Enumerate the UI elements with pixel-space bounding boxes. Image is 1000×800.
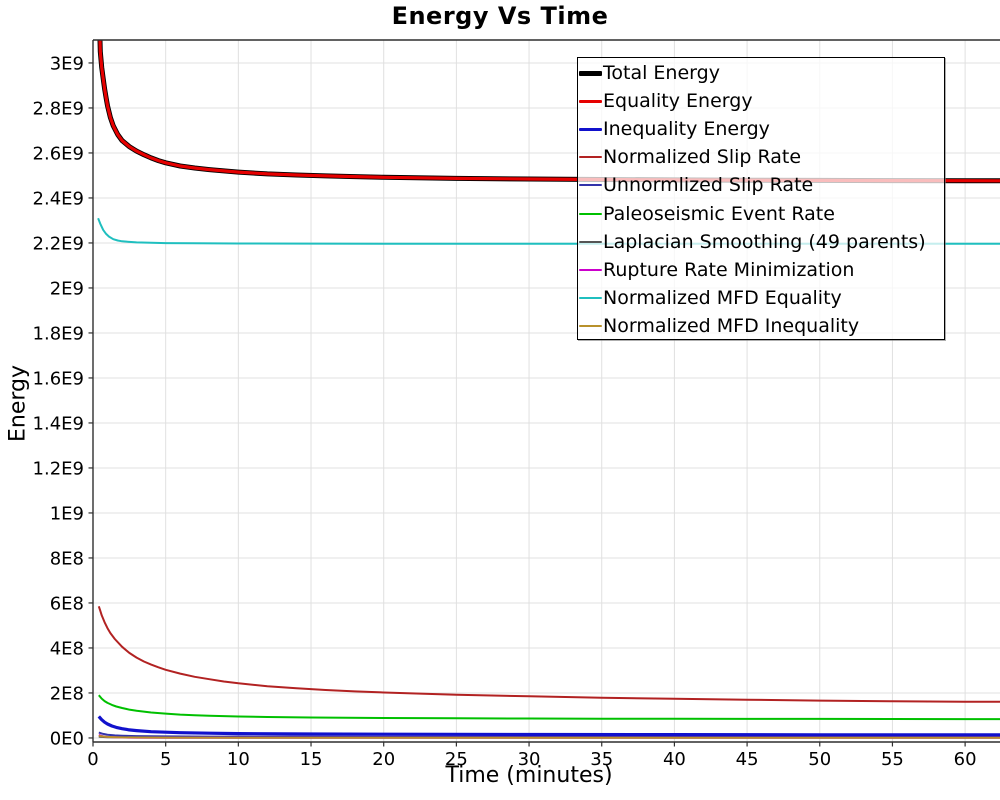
y-tick-label: 1.4E9 — [33, 413, 84, 434]
legend-label: Unnormlized Slip Rate — [603, 174, 814, 197]
legend-item: Normalized MFD Equality — [579, 284, 944, 312]
y-tick-label: 2.6E9 — [33, 143, 84, 164]
legend-label: Normalized MFD Equality — [603, 286, 842, 309]
x-tick-label: 20 — [372, 749, 395, 770]
legend-label: Laplacian Smoothing (49 parents) — [603, 230, 926, 253]
y-tick-label: 3E9 — [50, 53, 84, 74]
y-tick-label: 2E8 — [50, 683, 84, 704]
legend-swatch — [579, 296, 602, 299]
chart-title: Energy Vs Time — [391, 2, 609, 30]
series-inequality-energy — [97, 715, 1000, 737]
series-paleoseismic-event-rate — [98, 694, 1000, 721]
x-tick-label: 25 — [445, 749, 468, 770]
legend-item: Rupture Rate Minimization — [579, 256, 944, 284]
legend: Total Energy Equality Energy Inequality En… — [577, 57, 945, 340]
legend-swatch — [579, 70, 602, 76]
y-tick-label: 0E0 — [50, 728, 84, 749]
x-tick-label: 15 — [300, 749, 323, 770]
legend-label: Paleoseismic Event Rate — [603, 202, 835, 225]
legend-label: Rupture Rate Minimization — [603, 258, 855, 281]
tick-labels: 0 5 10 15 20 25 30 35 40 45 50 55 60 0E0 2E8 4E8 6E8 8E8 1… — [33, 53, 977, 770]
legend-label: Normalized Slip Rate — [603, 146, 802, 169]
x-tick-label: 40 — [663, 749, 686, 770]
legend-item: Normalized Slip Rate — [579, 143, 944, 171]
x-tick-label: 60 — [954, 749, 977, 770]
legend-swatch — [579, 212, 602, 215]
axis-frame — [92, 39, 1000, 743]
legend-swatch — [579, 184, 602, 187]
legend-item: Normalized MFD Inequality — [579, 312, 944, 340]
x-tick-label: 30 — [518, 749, 541, 770]
x-tick-label: 45 — [736, 749, 759, 770]
series-normalized-slip-rate — [97, 605, 1000, 703]
x-tick-label: 35 — [590, 749, 613, 770]
y-tick-label: 4E8 — [50, 638, 84, 659]
legend-item: Inequality Energy — [579, 115, 944, 143]
x-tick-label: 50 — [808, 749, 831, 770]
y-tick-label: 2E9 — [50, 278, 84, 299]
legend-item: Paleoseismic Event Rate — [579, 199, 944, 227]
legend-label: Normalized MFD Inequality — [603, 314, 860, 337]
x-tick-label: 55 — [881, 749, 904, 770]
legend-swatch — [579, 99, 602, 103]
y-tick-label: 1.8E9 — [33, 323, 84, 344]
y-tick-label: 2.2E9 — [33, 233, 84, 254]
x-tick-label: 0 — [87, 749, 98, 770]
y-tick-label: 6E8 — [50, 593, 84, 614]
legend-swatch — [579, 127, 602, 131]
legend-swatch — [579, 268, 602, 271]
y-tick-label: 1.2E9 — [33, 458, 84, 479]
legend-item: Total Energy — [579, 59, 944, 87]
series-normalized-mfd-inequality — [98, 734, 1000, 739]
legend-item: Equality Energy — [579, 87, 944, 115]
legend-item: Laplacian Smoothing (49 parents) — [579, 228, 944, 256]
y-axis-title: Energy — [5, 364, 31, 443]
y-tick-label: 2.8E9 — [33, 98, 84, 119]
y-tick-label: 8E8 — [50, 548, 84, 569]
legend-swatch — [579, 156, 602, 159]
tick-marks — [88, 62, 966, 747]
legend-label: Total Energy — [603, 62, 720, 85]
y-tick-label: 1E9 — [50, 503, 84, 524]
legend-label: Equality Energy — [603, 90, 753, 113]
legend-item: Unnormlized Slip Rate — [579, 171, 944, 199]
y-tick-label: 2.4E9 — [33, 188, 84, 209]
legend-swatch — [579, 324, 602, 327]
x-tick-label: 5 — [160, 749, 171, 770]
x-tick-label: 10 — [227, 749, 250, 770]
legend-label: Inequality Energy — [603, 118, 770, 141]
x-axis-title: Time (minutes) — [445, 763, 613, 788]
legend-swatch — [579, 240, 602, 243]
y-tick-label: 1.6E9 — [33, 368, 84, 389]
